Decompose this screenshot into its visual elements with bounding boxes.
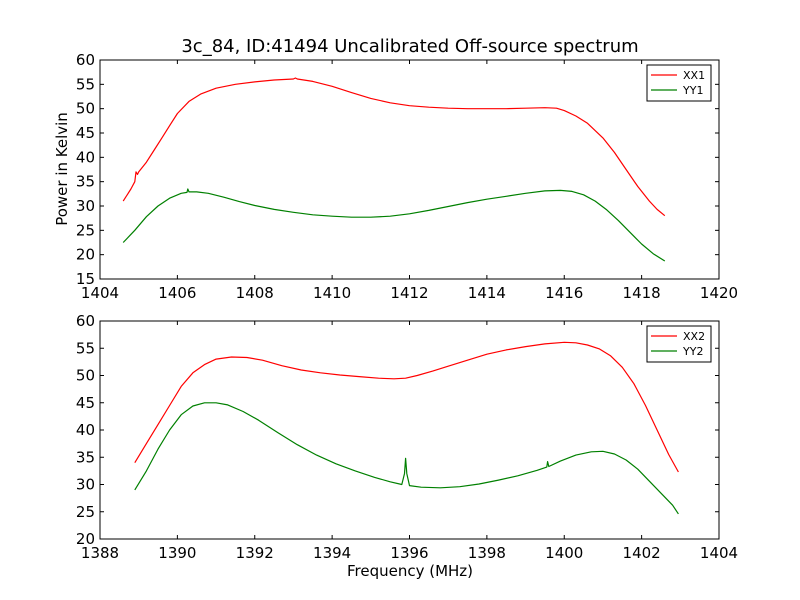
legend-label-xx1: XX1 [683, 69, 705, 82]
y-tick-label: 25 [76, 503, 95, 521]
series-line-xx2 [134, 341, 679, 473]
y-tick-label: 55 [76, 75, 95, 93]
y-tick-label: 55 [76, 339, 95, 357]
x-tick-label: 1420 [700, 284, 738, 302]
x-tick-label: 1410 [313, 284, 351, 302]
y-tick-label: 60 [76, 312, 95, 330]
y-tick-label: 35 [76, 173, 95, 191]
x-tick-label: 1400 [545, 544, 583, 562]
series-line-xx1 [122, 77, 666, 217]
legend-label-xx2: XX2 [683, 330, 705, 343]
x-tick-label: 1416 [545, 284, 583, 302]
x-tick-label: 1392 [236, 544, 274, 562]
legend-box [646, 64, 712, 102]
x-tick-label: 1394 [313, 544, 351, 562]
y-tick-label: 50 [76, 100, 95, 118]
x-tick-label: 1414 [468, 284, 506, 302]
x-tick-label: 1406 [158, 284, 196, 302]
y-tick-label: 20 [76, 530, 95, 548]
x-tick-label: 1404 [81, 284, 119, 302]
bottom-panel: 1388 1390 1392 1394 1396 1398 1400 1402 1404 20 25… [76, 312, 738, 562]
x-tick-label: 1390 [158, 544, 196, 562]
y-axis-label: Power in Kelvin [53, 112, 71, 226]
y-tick-label: 45 [76, 124, 95, 142]
x-tick-label: 1412 [390, 284, 428, 302]
y-tick-label: 60 [76, 51, 95, 69]
x-tick-label: 1418 [623, 284, 661, 302]
y-tick-label: 30 [76, 197, 95, 215]
x-tick-label: 1402 [623, 544, 661, 562]
x-tick-label: 1398 [468, 544, 506, 562]
series-line-yy1 [122, 188, 666, 262]
series-line-yy2 [134, 402, 679, 515]
top-panel: 1404 1406 1408 1410 1412 1414 1416 1418 1420 15 20… [76, 51, 738, 302]
y-tick-label: 45 [76, 394, 95, 412]
x-tick-label: 1388 [81, 544, 119, 562]
y-tick-label: 40 [76, 148, 95, 166]
plot-frame [99, 320, 720, 540]
plot-frame [99, 59, 720, 280]
legend-label-yy1: YY1 [682, 84, 703, 97]
x-tick-label: 1396 [390, 544, 428, 562]
x-tick-label: 1404 [700, 544, 738, 562]
x-tick-label: 1408 [236, 284, 274, 302]
x-axis-label: Frequency (MHz) [347, 562, 473, 580]
legend-label-yy2: YY2 [682, 345, 703, 358]
legend-box [646, 325, 712, 363]
y-tick-label: 15 [76, 270, 95, 288]
y-tick-label: 50 [76, 367, 95, 385]
y-tick-label: 20 [76, 246, 95, 264]
y-tick-label: 25 [76, 221, 95, 239]
chart-title: 3c_84, ID:41494 Uncalibrated Off-source … [181, 36, 638, 57]
y-tick-label: 35 [76, 448, 95, 466]
y-tick-label: 30 [76, 476, 95, 494]
y-tick-label: 40 [76, 421, 95, 439]
